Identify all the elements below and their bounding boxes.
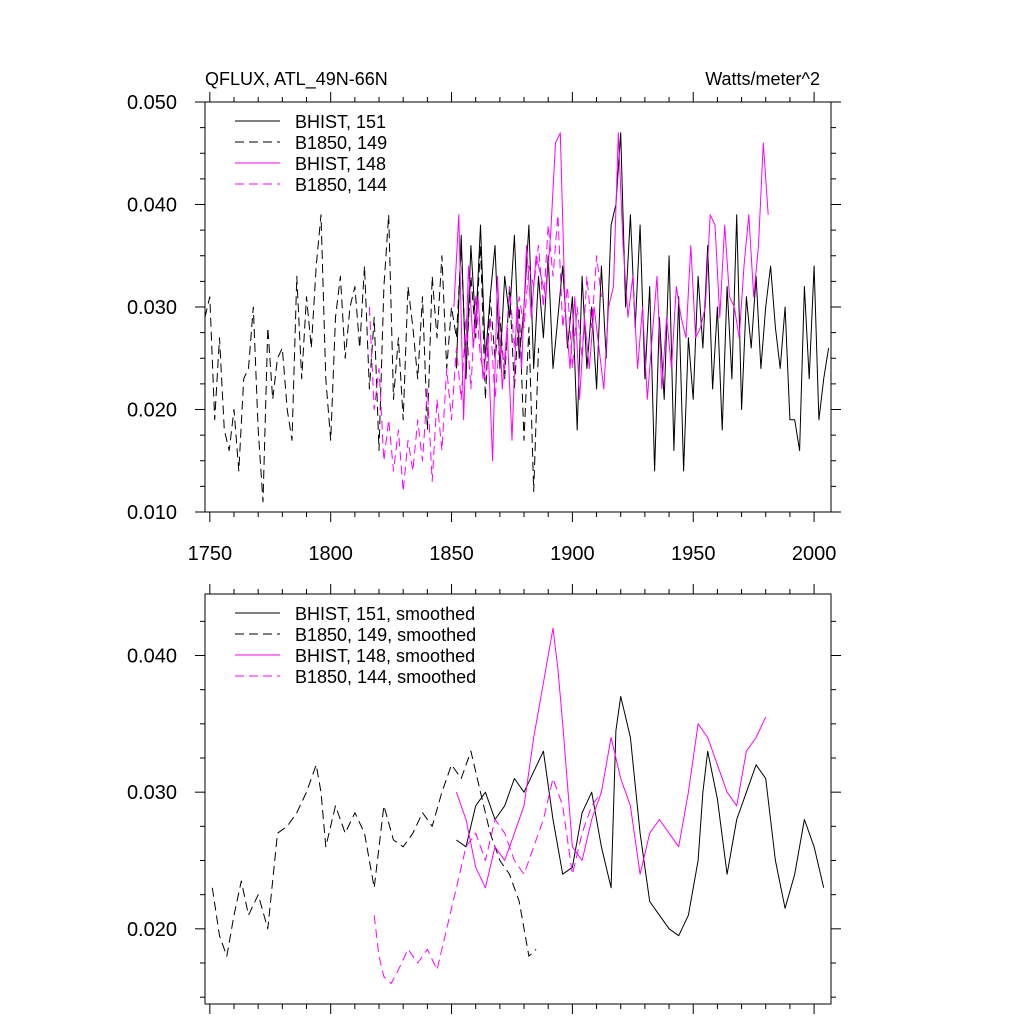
x-tick-label: 1950 [671,543,716,565]
legend-label: B1850, 144 [295,175,387,195]
series-line-bhist-151-smoothed [456,696,825,937]
y-tick-label: 0.040 [127,646,177,668]
legend-label: BHIST, 151, smoothed [295,604,475,624]
bottom-axis-ticks [195,584,841,1014]
x-tick-label: 1800 [308,543,353,565]
series-line-bhist-148-smoothed [455,627,767,889]
top-axis-ticks [195,92,841,522]
x-tick-label: 1850 [429,543,474,565]
legend-label: BHIST, 151 [295,112,386,132]
top-chart-units: Watts/meter^2 [705,69,820,89]
y-tick-label: 0.040 [127,195,177,217]
bottom-series-group [211,627,825,984]
top-chart-title: QFLUX, ATL_49N-66N [205,69,388,90]
y-tick-label: 0.030 [127,297,177,319]
legend-label: B1850, 149 [295,133,387,153]
legend-label: B1850, 149, smoothed [295,625,476,645]
bottom-plot-frame [204,593,832,1005]
bottom-y-tick-labels: 0.020 0.030 0.040 [127,646,177,941]
top-y-tick-labels: 0.010 0.020 0.030 0.040 0.050 [127,92,177,524]
top-series-group [204,132,830,503]
legend-label: BHIST, 148, smoothed [295,646,475,666]
series-line-b1850-144-smoothed [373,778,602,984]
top-panel: QFLUX, ATL_49N-66N Watts/meter^2 0.0100.… [127,69,841,565]
series-line-b1850-149-smoothed [211,750,537,957]
legend-label: BHIST, 148 [295,154,386,174]
y-tick-label: 0.030 [127,782,177,804]
series-line-b1850-144 [368,214,602,492]
y-tick-label: 0.020 [127,400,177,422]
x-tick-label: 1900 [550,543,595,565]
legend-label: B1850, 144, smoothed [295,667,476,687]
y-tick-label: 0.020 [127,919,177,941]
x-tick-label: 1750 [188,543,233,565]
y-tick-label: 0.050 [127,92,177,114]
x-tick-label: 2000 [792,543,837,565]
series-line-bhist-151 [455,132,830,472]
y-tick-label: 0.010 [127,502,177,524]
top-x-tick-labels: 1750 1800 1850 1900 1950 2000 [188,543,837,565]
